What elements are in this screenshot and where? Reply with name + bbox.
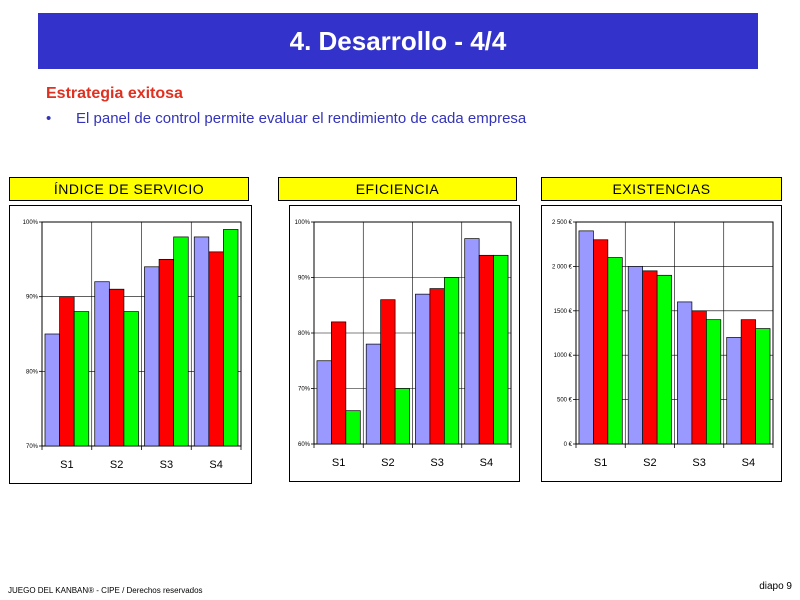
bar-s3-series-1 [677,301,693,445]
y-tick-label: 2 000 € [552,264,573,270]
bar-s2-series-2 [380,299,396,445]
y-tick-label: 2 500 € [552,220,573,226]
bar-s4-series-3 [493,254,509,445]
y-tick-label: 100% [295,220,311,226]
bullet-text: El panel de control permite evaluar el r… [76,110,527,127]
bar-s1-series-1 [316,360,332,445]
chart-existencias: 0 € 500 € 1000 € 1500 € 2 000 € 2 500 € S1 S2 S3… [552,220,774,469]
y-tick-label: 100% [23,220,39,226]
bar-s1-series-1 [44,333,60,447]
bar-s4-series-2 [478,254,494,445]
bar-s1-series-2 [59,296,75,447]
y-tick-label: 80% [298,331,311,337]
bar-s2-series-1 [627,266,644,445]
bar-s4-series-1 [193,236,210,447]
x-category-label: S1 [60,459,73,471]
x-category-label: S2 [381,457,394,469]
bar-s4-series-1 [464,238,480,445]
bar-s2-series-2 [642,270,658,445]
bar-s1-series-2 [331,321,347,445]
y-tick-label: 1500 € [554,309,573,315]
slide-title: 4. Desarrollo - 4/4 [38,13,758,69]
x-category-label: S2 [110,459,123,471]
x-category-label: S2 [643,457,656,469]
chart-title-servicio: ÍNDICE DE SERVICIO [9,177,249,201]
chart-panel-eficiencia: 60% 70% 80% 90% 100% S1 S2 S3 S4 [289,205,520,482]
x-category-label: S4 [742,457,755,469]
y-tick-label: 500 € [557,398,573,404]
bar-s2-series-1 [365,343,382,445]
x-category-label: S1 [594,457,607,469]
chart-title-existencias: EXISTENCIAS [541,177,782,201]
bar-s2-series-1 [94,281,110,447]
chart-servicio: 70% 80% 90% 100% S1 S2 S3 S4 [23,220,242,471]
bar-s3-series-3 [443,277,460,445]
bar-s1-series-3 [73,311,90,447]
bar-s3-series-3 [705,319,722,445]
bar-s2-series-2 [108,288,125,447]
x-category-label: S3 [430,457,443,469]
bar-s4-series-2 [740,319,756,445]
bullet-symbol: • [46,110,52,127]
y-tick-label: 90% [298,276,311,282]
chart-panel-existencias: 0 € 500 € 1000 € 1500 € 2 000 € 2 500 € S1 S2 S3… [541,205,782,482]
bar-s4-series-3 [755,328,771,445]
chart-eficiencia: 60% 70% 80% 90% 100% S1 S2 S3 S4 [295,220,512,469]
bar-s4-series-3 [223,229,239,447]
x-category-label: S3 [692,457,705,469]
footer-copyright: JUEGO DEL KANBAN® - CIPE / Derechos rese… [8,586,203,595]
slide-subtitle: Estrategia exitosa [46,85,183,102]
y-tick-label: 1000 € [554,353,573,359]
bullet-item: • El panel de control permite evaluar el … [46,110,526,127]
bar-s4-series-1 [726,337,742,445]
bar-s1-series-1 [578,230,594,445]
bar-s3-series-1 [415,293,431,445]
bar-s2-series-3 [123,311,139,447]
bar-s2-series-3 [656,274,672,445]
chart-title-eficiencia: EFICIENCIA [278,177,517,201]
x-category-label: S4 [209,459,222,471]
y-tick-label: 70% [26,444,39,450]
bar-s4-series-2 [208,251,224,447]
x-category-label: S4 [480,457,493,469]
y-tick-label: 60% [298,442,311,448]
chart-panel-servicio: 70% 80% 90% 100% S1 S2 S3 S4 [9,205,252,484]
bar-s3-series-2 [429,288,445,445]
bar-s2-series-3 [394,388,410,445]
bar-s3-series-3 [173,236,189,447]
y-tick-label: 80% [26,369,39,375]
y-tick-label: 90% [26,295,39,301]
bar-s3-series-2 [158,258,175,447]
y-tick-label: 70% [298,387,311,393]
footer-slide-number: diapo 9 [759,581,792,592]
x-category-label: S3 [160,459,173,471]
bar-s1-series-3 [345,410,361,445]
bar-s3-series-1 [144,266,160,447]
y-tick-label: 0 € [564,442,573,448]
bar-s3-series-2 [691,310,707,445]
bar-s1-series-2 [593,239,609,445]
bar-s1-series-3 [607,257,623,445]
x-category-label: S1 [332,457,345,469]
